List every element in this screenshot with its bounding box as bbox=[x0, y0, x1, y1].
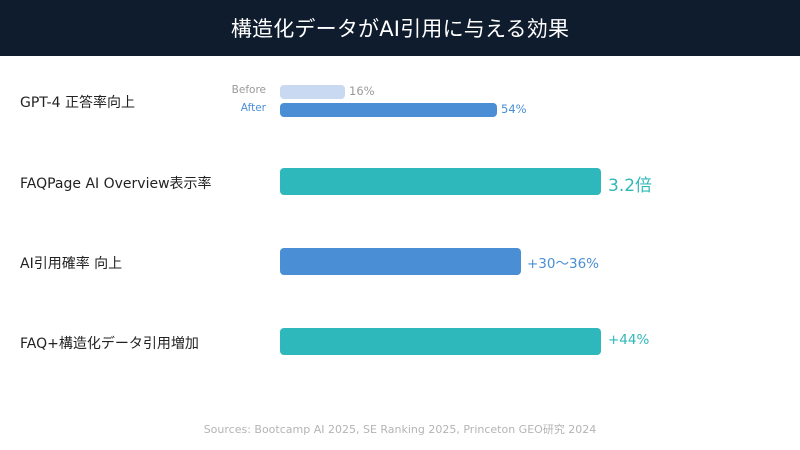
row-label-gpt4: GPT-4 正答率向上 bbox=[20, 95, 135, 111]
bar-ai-citation bbox=[280, 248, 521, 275]
row-label-ai-citation: AI引用確率 向上 bbox=[20, 256, 123, 272]
title-bar: 構造化データがAI引用に与える効果 bbox=[0, 0, 800, 56]
value-before: 16% bbox=[349, 84, 375, 98]
sources-footnote: Sources: Bootcamp AI 2025, SE Ranking 20… bbox=[203, 423, 597, 436]
before-label: Before bbox=[231, 84, 266, 96]
bar-after bbox=[280, 103, 497, 117]
bar-faqpage bbox=[280, 168, 601, 195]
bar-before bbox=[280, 85, 345, 99]
chart-title: 構造化データがAI引用に与える効果 bbox=[230, 17, 570, 41]
row-label-faqpage: FAQPage AI Overview表示率 bbox=[20, 176, 212, 192]
value-ai-citation: +30〜36% bbox=[527, 256, 599, 272]
row-label-faq-structured: FAQ+構造化データ引用増加 bbox=[20, 336, 199, 352]
after-label: After bbox=[240, 102, 266, 114]
value-faqpage: 3.2倍 bbox=[608, 176, 653, 196]
value-after: 54% bbox=[501, 102, 527, 116]
value-faq-structured: +44% bbox=[608, 332, 650, 348]
bar-faq-structured bbox=[280, 328, 601, 355]
